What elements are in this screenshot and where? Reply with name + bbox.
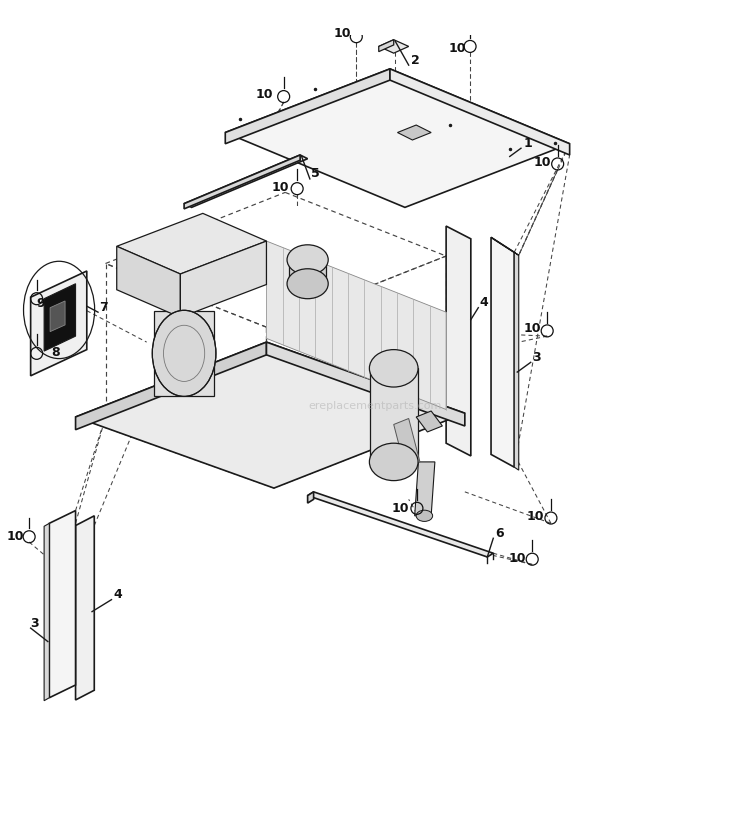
Polygon shape (266, 342, 465, 426)
Polygon shape (308, 492, 494, 557)
Text: 10: 10 (509, 552, 526, 565)
Polygon shape (415, 462, 435, 516)
Polygon shape (225, 69, 570, 207)
Polygon shape (514, 252, 519, 470)
Text: 3: 3 (31, 617, 39, 630)
Polygon shape (225, 69, 390, 144)
Polygon shape (398, 125, 431, 140)
Polygon shape (76, 342, 465, 488)
Text: 10: 10 (255, 88, 273, 101)
Ellipse shape (152, 310, 216, 396)
Ellipse shape (370, 443, 418, 481)
Polygon shape (446, 226, 471, 456)
Polygon shape (154, 310, 214, 396)
Polygon shape (31, 271, 87, 376)
Text: 8: 8 (52, 346, 60, 359)
Text: 10: 10 (534, 156, 551, 170)
Polygon shape (379, 39, 409, 53)
Polygon shape (180, 241, 266, 318)
Text: 10: 10 (527, 510, 544, 523)
Polygon shape (308, 492, 314, 503)
Text: 5: 5 (311, 167, 320, 180)
Text: 10: 10 (7, 530, 24, 543)
Text: 7: 7 (100, 301, 108, 314)
Ellipse shape (370, 350, 418, 387)
Text: 6: 6 (495, 527, 503, 540)
Polygon shape (416, 411, 442, 432)
Polygon shape (289, 260, 326, 283)
Text: ereplacementparts.com: ereplacementparts.com (308, 400, 442, 411)
Polygon shape (76, 516, 94, 700)
Polygon shape (50, 510, 76, 698)
Polygon shape (117, 247, 180, 318)
Text: 1: 1 (524, 138, 532, 151)
Polygon shape (117, 214, 266, 274)
Text: 10: 10 (334, 27, 351, 39)
Polygon shape (50, 301, 65, 332)
Text: 10: 10 (272, 181, 290, 194)
Polygon shape (379, 39, 394, 52)
Polygon shape (491, 238, 519, 256)
Text: 9: 9 (37, 297, 45, 310)
Polygon shape (370, 369, 419, 462)
Polygon shape (184, 155, 308, 207)
Text: 10: 10 (448, 42, 466, 55)
Polygon shape (394, 419, 420, 468)
Polygon shape (44, 283, 76, 351)
Polygon shape (44, 523, 50, 701)
Polygon shape (491, 238, 514, 467)
Ellipse shape (287, 245, 328, 274)
Text: 10: 10 (392, 502, 409, 515)
Text: 4: 4 (113, 588, 122, 601)
Ellipse shape (287, 269, 328, 299)
Ellipse shape (416, 510, 433, 522)
Text: 3: 3 (532, 351, 541, 364)
Polygon shape (76, 342, 266, 430)
Text: 10: 10 (524, 323, 541, 336)
Polygon shape (266, 241, 446, 410)
Text: 2: 2 (411, 53, 420, 66)
Text: 4: 4 (480, 296, 488, 310)
Polygon shape (390, 69, 570, 155)
Polygon shape (184, 155, 300, 209)
